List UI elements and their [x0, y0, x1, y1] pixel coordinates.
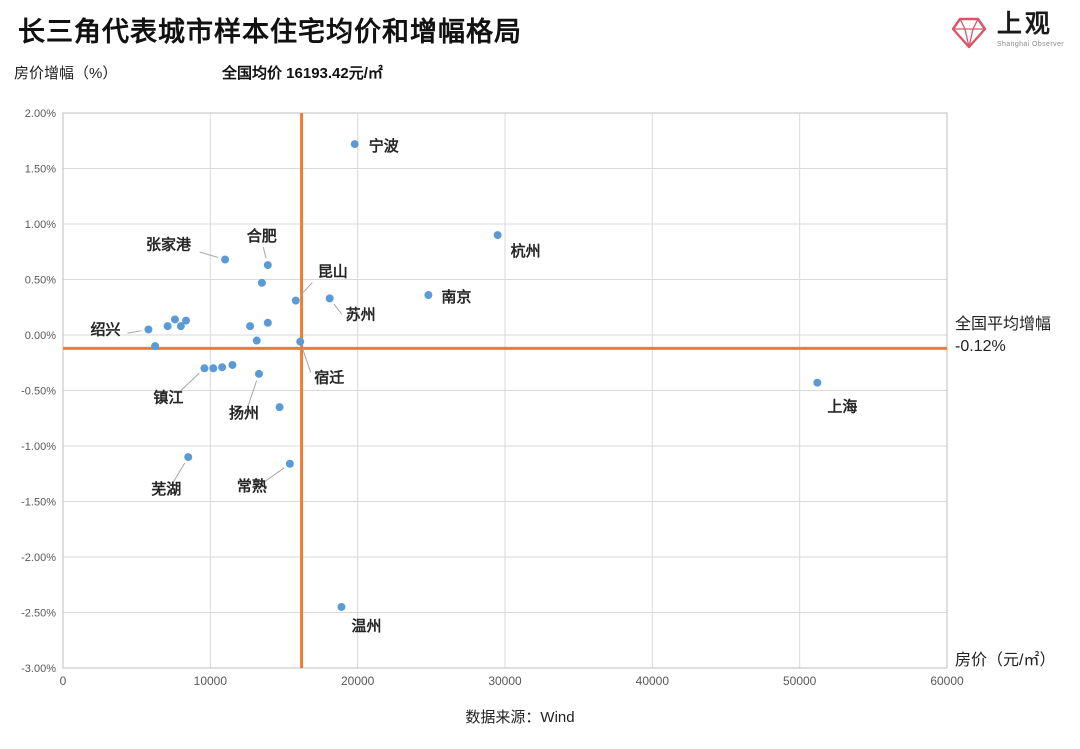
avg-growth-note-line2: -0.12% — [955, 338, 1006, 356]
leader-line — [247, 380, 258, 408]
x-tick-label: 40000 — [636, 674, 670, 688]
data-point — [144, 325, 153, 334]
city-label: 张家港 — [146, 236, 192, 254]
y-tick-label: 0.00% — [25, 330, 56, 342]
data-point — [163, 322, 172, 331]
national-avg-growth-note: 全国平均增幅 -0.12% — [955, 314, 1051, 359]
city-label: 上海 — [827, 398, 857, 416]
x-tick-label: 10000 — [194, 674, 228, 688]
brand-text: 上观 Shanghai Observer — [996, 10, 1064, 49]
y-tick-label: 1.50% — [25, 164, 56, 176]
city-label: 杭州 — [511, 242, 541, 260]
data-point — [263, 318, 272, 327]
leader-line — [262, 246, 267, 259]
y-tick-label: 0.50% — [25, 275, 56, 287]
data-point — [257, 278, 266, 287]
leader-line — [301, 348, 312, 373]
city-label: 合肥 — [246, 227, 277, 245]
x-tick-label: 30000 — [488, 674, 522, 688]
city-label: 宿迁 — [314, 369, 344, 387]
brand-name: 上观 — [996, 10, 1053, 38]
diamond-logo-icon — [949, 12, 989, 52]
data-point — [221, 255, 230, 264]
data-point — [325, 294, 334, 303]
y-tick-label: -1.00% — [21, 441, 56, 453]
avg-growth-note-line1: 全国平均增幅 — [955, 316, 1052, 333]
data-point — [285, 459, 294, 468]
data-point — [275, 403, 284, 412]
data-point — [424, 291, 433, 300]
city-label: 昆山 — [318, 264, 348, 281]
y-axis-title: 房价增幅（%） — [14, 65, 118, 82]
data-source: 数据来源：Wind — [465, 709, 575, 726]
leader-line — [333, 303, 343, 315]
data-point — [200, 364, 209, 373]
city-label: 常熟 — [237, 477, 267, 495]
data-point — [813, 378, 822, 387]
data-point — [246, 322, 255, 331]
city-label: 镇江 — [153, 388, 183, 406]
x-axis-title: 房价（元/㎡） — [955, 652, 1056, 669]
data-point — [263, 261, 272, 270]
y-tick-label: -3.00% — [21, 663, 56, 675]
city-label: 绍兴 — [90, 320, 120, 338]
city-label: 芜湖 — [151, 480, 181, 498]
leader-line — [199, 251, 219, 259]
data-point — [184, 453, 193, 462]
y-tick-label: -0.50% — [21, 386, 56, 398]
data-point — [254, 369, 263, 378]
y-tick-label: -2.50% — [21, 608, 56, 620]
data-point — [170, 315, 179, 324]
city-label: 温州 — [351, 618, 381, 635]
leader-line — [171, 462, 186, 486]
city-label: 扬州 — [229, 404, 259, 422]
x-tick-label: 0 — [60, 674, 67, 688]
city-label: 南京 — [441, 288, 471, 306]
data-point — [493, 231, 502, 240]
data-point — [182, 316, 191, 325]
leader-line — [177, 372, 200, 395]
page-title: 长三角代表城市样本住宅均价和增幅格局 — [18, 17, 522, 47]
data-point — [291, 296, 300, 305]
leader-line — [300, 282, 313, 296]
data-point — [218, 363, 227, 372]
y-tick-label: -2.00% — [21, 552, 56, 564]
data-point — [228, 360, 237, 369]
data-point — [350, 140, 359, 149]
city-label: 苏州 — [346, 305, 376, 323]
data-point — [176, 322, 185, 331]
data-point — [252, 336, 261, 345]
leader-line — [261, 467, 285, 485]
y-tick-label: 1.00% — [25, 219, 56, 231]
x-tick-label: 60000 — [930, 674, 964, 688]
city-label: 宁波 — [369, 137, 400, 155]
brand-logo: 上观 Shanghai Observer — [949, 12, 1064, 52]
data-point — [296, 337, 305, 346]
leader-line — [127, 330, 142, 334]
national-avg-price-note: 全国均价 16193.42元/㎡ — [222, 65, 383, 82]
plot-border — [62, 112, 948, 669]
y-tick-label: -1.50% — [21, 497, 56, 509]
data-point — [151, 342, 160, 351]
x-tick-label: 50000 — [783, 674, 817, 688]
x-tick-label: 20000 — [341, 674, 375, 688]
data-point — [337, 602, 346, 611]
brand-subtitle: Shanghai Observer — [996, 41, 1064, 48]
data-point — [209, 364, 218, 373]
y-tick-label: 2.00% — [25, 108, 56, 120]
